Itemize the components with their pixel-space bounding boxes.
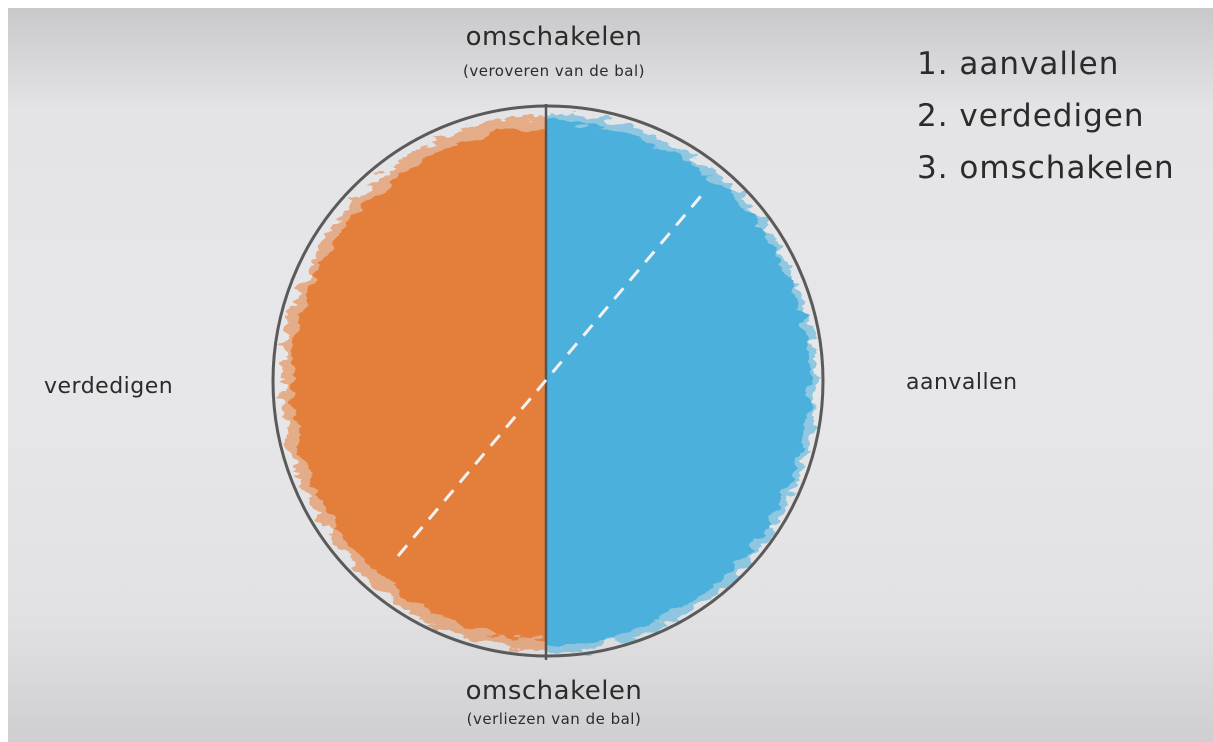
outer-ring: [271, 104, 825, 658]
attack-fill: [547, 121, 810, 645]
defend-half: [282, 115, 546, 651]
defend-fill: [292, 127, 546, 639]
phase-list-item: 3. omschakelen: [917, 150, 1175, 186]
phase-list-item: 1. aanvallen: [917, 46, 1120, 82]
attack-label: aanvallen: [906, 370, 1018, 395]
bottom-transition-label: omschakelen: [465, 676, 643, 706]
top-transition-label: omschakelen: [465, 22, 643, 52]
attack-half: [547, 113, 816, 653]
phase-list: 1. aanvallen 2. verdedigen 3. omschakele…: [917, 38, 1175, 194]
bottom-transition-sublabel: (verliezen van de bal): [466, 710, 642, 728]
defend-label: verdedigen: [44, 374, 174, 399]
phase-list-item: 2. verdedigen: [917, 98, 1145, 134]
dashed-diagonal: [396, 189, 708, 557]
top-transition-sublabel: (veroveren van de bal): [462, 62, 645, 80]
